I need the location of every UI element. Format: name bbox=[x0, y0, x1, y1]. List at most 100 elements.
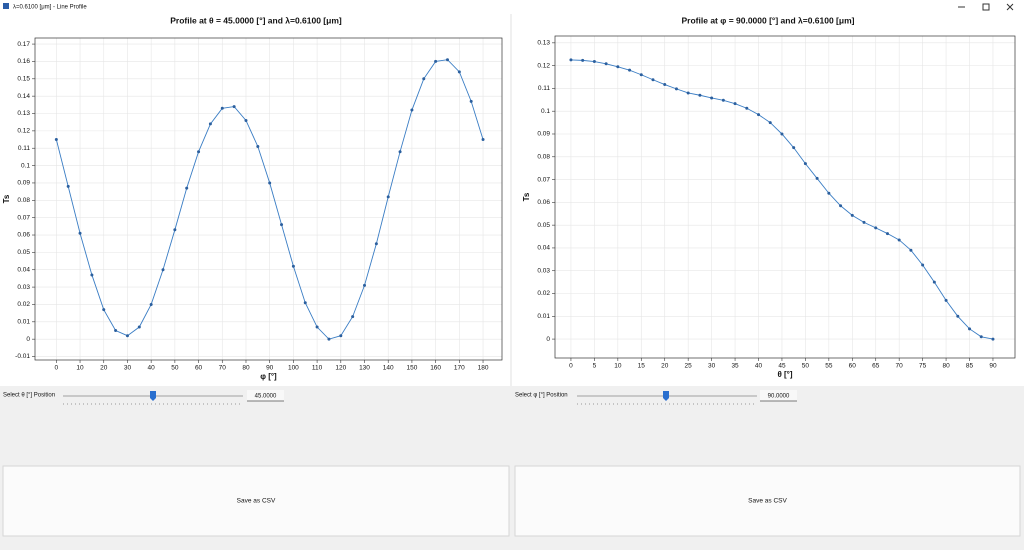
x-tick-label: 10 bbox=[614, 363, 622, 370]
close-button[interactable] bbox=[1006, 3, 1014, 11]
data-point bbox=[232, 105, 236, 109]
data-point bbox=[921, 263, 925, 267]
value-box[interactable] bbox=[760, 390, 797, 401]
y-tick-label: 0.17 bbox=[17, 41, 30, 48]
data-point bbox=[137, 325, 141, 329]
x-tick-label: 100 bbox=[288, 365, 299, 372]
data-point bbox=[827, 191, 831, 195]
y-tick-label: 0.13 bbox=[537, 40, 550, 47]
x-tick-label: 5 bbox=[593, 363, 597, 370]
x-tick-label: 0 bbox=[55, 365, 59, 372]
data-point bbox=[874, 226, 878, 230]
y-axis-label: Ts bbox=[2, 194, 11, 203]
chart-panel bbox=[0, 14, 510, 386]
data-point bbox=[374, 242, 378, 246]
slider-label: Select θ [°] Position bbox=[3, 393, 55, 399]
data-point bbox=[651, 78, 655, 82]
data-point bbox=[909, 248, 913, 252]
y-tick-label: 0.15 bbox=[17, 76, 30, 83]
y-tick-label: 0.07 bbox=[537, 176, 550, 183]
y-tick-label: 0.03 bbox=[537, 267, 550, 274]
data-point bbox=[850, 213, 854, 217]
data-point bbox=[220, 106, 224, 110]
data-point bbox=[197, 150, 201, 154]
x-tick-label: 20 bbox=[100, 365, 108, 372]
save-button[interactable] bbox=[2, 465, 510, 537]
data-point bbox=[457, 70, 461, 74]
x-tick-label: 140 bbox=[383, 365, 394, 372]
slider-thumb[interactable] bbox=[150, 391, 156, 401]
data-point bbox=[410, 108, 414, 112]
data-point bbox=[469, 99, 473, 103]
x-tick-label: 120 bbox=[335, 365, 346, 372]
data-point bbox=[54, 138, 58, 142]
y-tick-label: 0.09 bbox=[17, 180, 30, 187]
data-point bbox=[303, 301, 307, 305]
y-axis-label: Ts bbox=[522, 192, 531, 201]
x-axis-label: φ [°] bbox=[260, 372, 277, 381]
y-tick-label: 0.02 bbox=[537, 290, 550, 297]
data-point bbox=[363, 283, 367, 287]
title-bar bbox=[0, 0, 1024, 14]
save-button[interactable] bbox=[514, 465, 1021, 537]
data-point bbox=[386, 195, 390, 199]
data-point bbox=[149, 302, 153, 306]
y-tick-label: 0.16 bbox=[17, 58, 30, 65]
data-point bbox=[185, 186, 189, 190]
data-point bbox=[569, 58, 573, 62]
x-tick-label: 30 bbox=[708, 363, 716, 370]
y-tick-label: 0.12 bbox=[537, 62, 550, 69]
y-tick-label: 0.03 bbox=[17, 284, 30, 291]
y-tick-label: 0 bbox=[546, 336, 550, 343]
value-text[interactable]: 45.0000 bbox=[255, 394, 277, 400]
y-tick-label: 0.1 bbox=[541, 108, 550, 115]
data-point bbox=[839, 204, 843, 208]
x-tick-label: 60 bbox=[849, 363, 857, 370]
x-tick-label: 25 bbox=[685, 363, 693, 370]
x-tick-label: 130 bbox=[359, 365, 370, 372]
data-point bbox=[161, 268, 165, 272]
data-point bbox=[733, 102, 737, 106]
data-point bbox=[768, 121, 772, 125]
x-tick-label: 150 bbox=[406, 365, 417, 372]
data-point bbox=[780, 132, 784, 136]
value-text[interactable]: 90.0000 bbox=[768, 394, 790, 400]
data-point bbox=[114, 328, 118, 332]
slider-thumb[interactable] bbox=[663, 391, 669, 401]
data-point bbox=[757, 113, 761, 117]
data-point bbox=[445, 58, 449, 62]
button-label[interactable]: Save as CSV bbox=[748, 498, 787, 505]
app-icon bbox=[3, 3, 9, 9]
x-tick-label: 110 bbox=[312, 365, 323, 372]
data-point bbox=[674, 87, 678, 91]
x-tick-label: 55 bbox=[825, 363, 833, 370]
data-point bbox=[173, 228, 177, 232]
y-tick-label: 0.06 bbox=[17, 232, 30, 239]
data-point bbox=[66, 184, 70, 188]
x-axis-label: θ [°] bbox=[777, 370, 792, 379]
x-tick-label: 10 bbox=[76, 365, 84, 372]
y-tick-label: -0.01 bbox=[15, 353, 30, 360]
x-tick-label: 50 bbox=[802, 363, 810, 370]
data-point bbox=[256, 144, 260, 148]
data-point bbox=[604, 62, 608, 66]
y-tick-label: 0.14 bbox=[17, 93, 30, 100]
data-point bbox=[968, 327, 972, 331]
maximize-button[interactable] bbox=[982, 3, 990, 11]
y-tick-label: 0.11 bbox=[18, 145, 31, 152]
button-label[interactable]: Save as CSV bbox=[237, 498, 276, 505]
data-point bbox=[639, 73, 643, 77]
data-point bbox=[268, 181, 272, 185]
x-tick-label: 85 bbox=[966, 363, 974, 370]
data-point bbox=[698, 93, 702, 97]
data-point bbox=[78, 231, 82, 235]
data-point bbox=[90, 273, 94, 277]
x-tick-label: 65 bbox=[872, 363, 880, 370]
y-tick-label: 0.1 bbox=[21, 162, 30, 169]
data-point bbox=[339, 334, 343, 338]
x-tick-label: 30 bbox=[124, 365, 132, 372]
value-box[interactable] bbox=[247, 390, 284, 401]
data-point bbox=[862, 220, 866, 224]
data-point bbox=[803, 162, 807, 166]
